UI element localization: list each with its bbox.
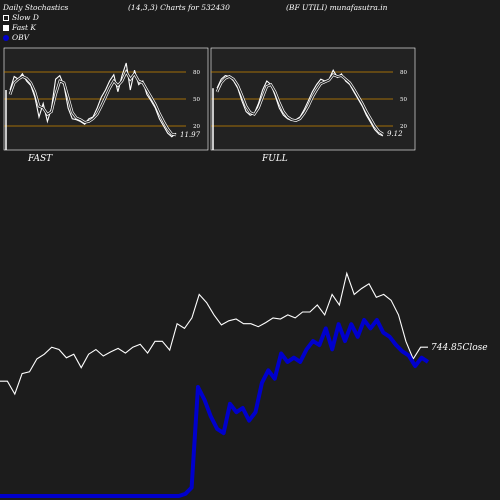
legend-label: Slow D [12, 13, 39, 22]
price-obv-panel: 744.85Close [0, 271, 488, 498]
panel-label: FAST [27, 154, 53, 164]
y-tick-label: 20 [193, 124, 200, 130]
y-tick-label: 20 [400, 124, 407, 130]
obv-line [0, 318, 430, 498]
legend-item-obv: OBV [3, 33, 39, 43]
legend-item-slow: Slow D [3, 13, 39, 23]
chart-symbol: (BF UTILI) munafasutra.in [286, 3, 388, 12]
legend-label: OBV [12, 33, 30, 42]
y-tick-label: 50 [400, 97, 407, 103]
close-price-line [0, 271, 428, 396]
last-value-label: 9.12 [387, 130, 403, 138]
legend-label: Fast K [12, 23, 37, 32]
chart-title: Daily Stochastics [3, 3, 69, 12]
legend-item-fast: Fast K [3, 23, 39, 33]
y-tick-label: 80 [193, 70, 200, 76]
slow-d-line [9, 70, 177, 136]
chart-params: (14,3,3) Charts for 532430 [128, 3, 230, 12]
panel-label: FULL [261, 154, 288, 164]
slow-d-swatch-icon [3, 15, 9, 21]
y-tick-label: 80 [400, 70, 407, 76]
full-stochastic-panel: 80 50 209.12 FULL [210, 47, 416, 164]
legend: Slow D Fast K OBV [3, 13, 39, 43]
slow-d-line [216, 73, 384, 135]
last-value-label: 11.97 [180, 131, 201, 139]
y-tick-label: 50 [193, 97, 200, 103]
close-value-label: 744.85Close [431, 343, 488, 353]
fast-k-swatch-icon [3, 25, 9, 31]
obv-swatch-icon [3, 35, 9, 41]
